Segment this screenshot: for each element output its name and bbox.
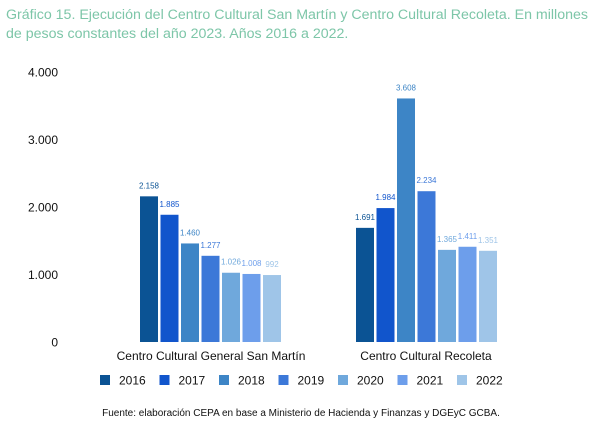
bar xyxy=(438,249,456,342)
bar xyxy=(397,98,415,343)
data-label: 3.608 xyxy=(396,83,417,92)
legend-swatch xyxy=(338,375,348,385)
legend-swatch xyxy=(397,375,408,385)
data-label: 1.277 xyxy=(200,241,221,250)
bar xyxy=(160,214,179,342)
data-label: 1.460 xyxy=(180,228,201,237)
y-tick-label: 0 xyxy=(51,336,58,350)
source-note: Fuente: elaboración CEPA en base a Minis… xyxy=(102,408,500,419)
data-label: 2.234 xyxy=(416,176,437,185)
bar xyxy=(201,255,220,342)
data-label: 1.351 xyxy=(478,236,499,245)
data-label: 992 xyxy=(265,260,279,269)
bar xyxy=(263,275,281,342)
y-tick-label: 4.000 xyxy=(28,66,58,80)
legend-swatch xyxy=(100,375,110,385)
legend-label: 2021 xyxy=(417,374,444,388)
chart-title: Gráfico 15. Ejecución del Centro Cultura… xyxy=(6,7,588,42)
bar xyxy=(376,208,395,342)
legend-label: 2022 xyxy=(476,374,503,388)
bar xyxy=(417,191,436,342)
legend-label: 2016 xyxy=(119,374,146,388)
legend-swatch xyxy=(278,375,289,385)
category-label: Centro Cultural General San Martín xyxy=(117,349,306,363)
y-tick-label: 2.000 xyxy=(28,201,58,215)
data-label: 1.885 xyxy=(159,200,180,209)
bar xyxy=(356,227,374,342)
legend-swatch xyxy=(159,375,170,385)
legend-label: 2020 xyxy=(357,374,384,388)
bar xyxy=(140,196,158,342)
bar xyxy=(181,243,199,342)
bar xyxy=(479,250,497,342)
legend-swatch xyxy=(457,375,467,385)
data-label: 1.365 xyxy=(437,235,458,244)
data-label: 1.411 xyxy=(458,232,478,241)
bar xyxy=(242,273,261,342)
bar xyxy=(222,272,240,342)
y-tick-label: 1.000 xyxy=(28,268,58,282)
y-tick-label: 3.000 xyxy=(28,133,58,147)
category-label: Centro Cultural Recoleta xyxy=(360,349,492,363)
bar xyxy=(458,246,477,342)
legend-label: 2019 xyxy=(298,374,325,388)
data-label: 1.008 xyxy=(241,259,262,268)
legend-label: 2017 xyxy=(179,374,206,388)
data-label: 1.984 xyxy=(375,193,396,202)
data-label: 1.691 xyxy=(355,213,376,222)
data-label: 1.026 xyxy=(221,258,242,267)
data-label: 2.158 xyxy=(139,181,160,190)
legend-label: 2018 xyxy=(238,374,265,388)
legend-swatch xyxy=(219,375,229,385)
